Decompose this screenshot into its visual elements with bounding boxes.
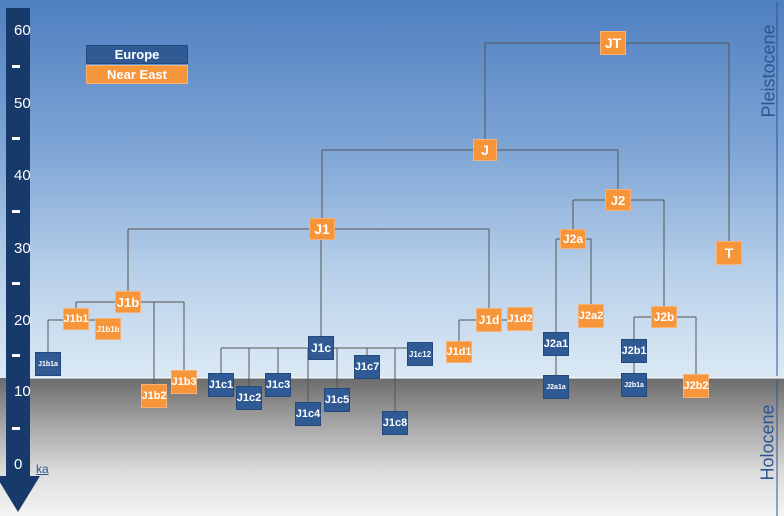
tree-links: [47, 42, 730, 423]
haplogroup-node-j1b: J1b: [115, 291, 141, 313]
haplogroup-node-j1b1b: J1b1b: [95, 318, 121, 340]
haplogroup-node-j1c2: J1c2: [236, 386, 262, 410]
axis-tick: 10: [14, 383, 31, 400]
haplogroup-node-j1c8: J1c8: [382, 411, 408, 435]
haplogroup-node-j1c5: J1c5: [324, 388, 350, 412]
haplogroup-node-j2a1a: J2a1a: [543, 375, 569, 399]
haplogroup-node-j1b1a: J1b1a: [35, 352, 61, 376]
axis-minor-tick: [12, 65, 20, 68]
haplogroup-node-j1b2: J1b2: [141, 384, 167, 408]
haplogroup-node-j1d: J1d: [476, 308, 502, 332]
haplogroup-node-j2b1: J2b1: [621, 339, 647, 363]
haplogroup-node-j: J: [473, 139, 497, 161]
time-axis-arrow: [0, 8, 40, 512]
haplogroup-node-jt: JT: [600, 31, 626, 55]
axis-tick: 0: [14, 456, 23, 473]
haplogroup-node-j1c3: J1c3: [265, 373, 291, 397]
haplogroup-node-j1d2: J1d2: [507, 307, 533, 331]
axis-minor-tick: [12, 137, 20, 140]
haplogroup-node-j2b1a: J2b1a: [621, 373, 647, 397]
axis-tick: 30: [14, 240, 31, 257]
era-pleistocene: Pleistocene: [758, 24, 779, 118]
axis-minor-tick: [12, 427, 20, 430]
axis-tick: 40: [14, 167, 31, 184]
axis-minor-tick: [12, 210, 20, 213]
haplogroup-node-j1c: J1c: [308, 336, 334, 360]
axis-tick: 50: [14, 95, 31, 112]
haplogroup-node-j2b2: J2b2: [683, 374, 709, 398]
haplogroup-node-j1c12: J1c12: [407, 342, 433, 366]
haplogroup-node-j1b1: J1b1: [63, 308, 89, 330]
haplogroup-node-j2: J2: [605, 189, 631, 211]
axis-unit: ka: [36, 462, 49, 476]
legend-europe: Europe: [86, 45, 188, 64]
legend-near-east: Near East: [86, 65, 188, 84]
axis-minor-tick: [12, 282, 20, 285]
haplogroup-node-j2a1: J2a1: [543, 332, 569, 356]
haplogroup-node-j1: J1: [309, 218, 335, 240]
axis-tick: 60: [14, 22, 31, 39]
haplogroup-node-j1b3: J1b3: [171, 370, 197, 394]
era-holocene: Holocene: [757, 404, 778, 481]
holocene-background: [0, 378, 784, 516]
haplogroup-node-j1d1: J1d1: [446, 341, 472, 363]
haplogroup-node-j2a: J2a: [560, 229, 586, 249]
axis-tick: 20: [14, 312, 31, 329]
haplogroup-node-j1c7: J1c7: [354, 355, 380, 379]
haplogroup-node-j2a2: J2a2: [578, 304, 604, 328]
axis-minor-tick: [12, 354, 20, 357]
haplogroup-node-j1c1: J1c1: [208, 373, 234, 397]
haplogroup-node-j1c4: J1c4: [295, 402, 321, 426]
haplogroup-node-j2b: J2b: [651, 306, 677, 328]
haplogroup-node-t: T: [716, 241, 742, 265]
